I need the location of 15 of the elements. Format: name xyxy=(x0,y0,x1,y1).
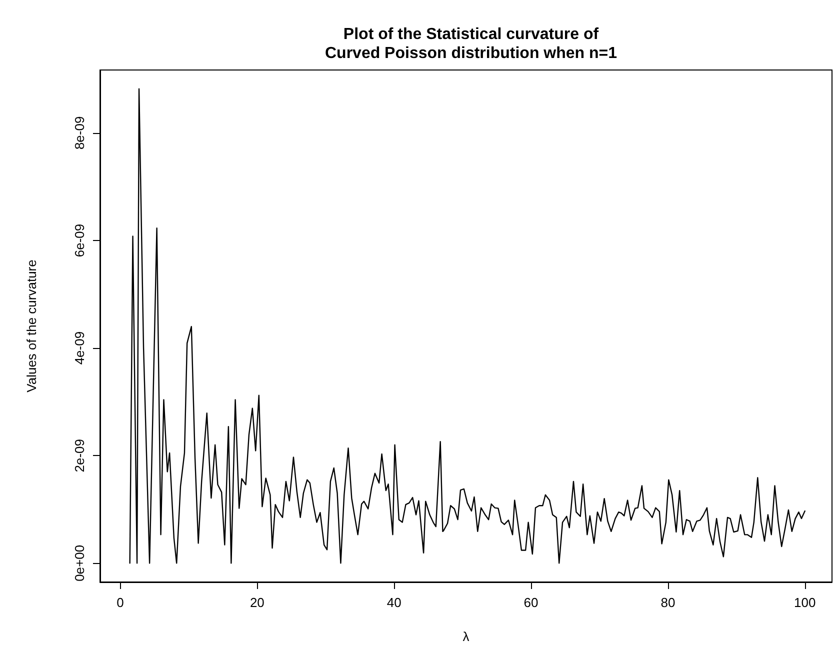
x-tick-label: 100 xyxy=(794,595,816,610)
x-tick-label: 20 xyxy=(250,595,264,610)
x-tick-label: 80 xyxy=(660,595,676,610)
y-tick-label: 2e-09 xyxy=(72,438,87,472)
x-axis-title: λ xyxy=(462,629,470,644)
x-tick-label: 0 xyxy=(116,595,124,610)
y-tick-label: 0e+00 xyxy=(72,544,87,582)
y-tick-label: 6e-09 xyxy=(72,224,87,258)
x-tick-label: 60 xyxy=(524,595,538,610)
line-series xyxy=(129,88,806,564)
y-tick-label: 4e-09 xyxy=(72,331,87,365)
x-tick-label: 40 xyxy=(386,595,402,610)
y-tick-label: 8e-09 xyxy=(72,116,87,150)
y-axis-title: Values of the curvature xyxy=(24,260,39,392)
chart-title: Plot of the Statistical curvature of Curved Poisson distribution when n=1 xyxy=(324,26,618,62)
